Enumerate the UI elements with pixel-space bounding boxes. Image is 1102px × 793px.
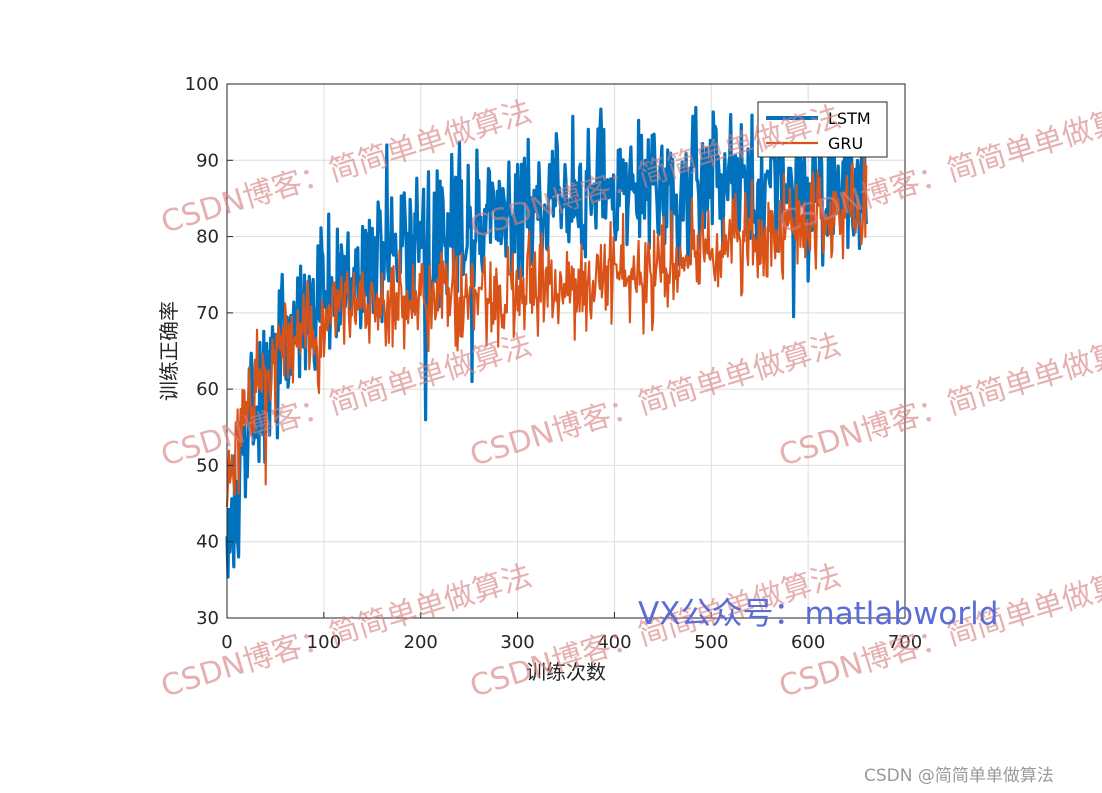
legend-label-lstm: LSTM — [828, 109, 871, 128]
x-tick-label: 200 — [404, 632, 438, 653]
series-lines — [225, 105, 868, 579]
y-tick-label: 90 — [196, 150, 219, 171]
axis-ticks: 0 100 200 300 400 500 600 700 30 40 50 60 70 80 90 100 — [185, 74, 923, 653]
x-axis-label: 训练次数 — [526, 660, 606, 684]
x-tick-label: 300 — [500, 632, 534, 653]
x-tick-label: 700 — [888, 632, 922, 653]
x-tick-label: 400 — [597, 632, 631, 653]
x-tick-label: 600 — [791, 632, 825, 653]
y-tick-label: 30 — [196, 608, 219, 629]
y-tick-label: 40 — [196, 532, 219, 553]
plot-area-frame — [226, 83, 906, 619]
legend-label-gru: GRU — [828, 134, 863, 153]
x-tick-label: 100 — [307, 632, 341, 653]
y-tick-label: 100 — [185, 74, 219, 95]
y-tick-label: 80 — [196, 227, 219, 248]
legend-box — [757, 101, 888, 158]
y-tick-label: 60 — [196, 379, 219, 400]
x-tick-label: 500 — [694, 632, 728, 653]
y-axis-label: 训练正确率 — [157, 301, 181, 401]
watermark-footer: CSDN @简简单单做算法 — [864, 766, 1054, 786]
legend: LSTM GRU — [757, 101, 888, 158]
y-tick-label: 70 — [196, 303, 219, 324]
x-tick-label: 0 — [221, 632, 232, 653]
watermark-vx: VX公众号：matlabworld — [638, 596, 998, 632]
series-line-gru — [225, 141, 868, 507]
y-tick-label: 50 — [196, 455, 219, 476]
